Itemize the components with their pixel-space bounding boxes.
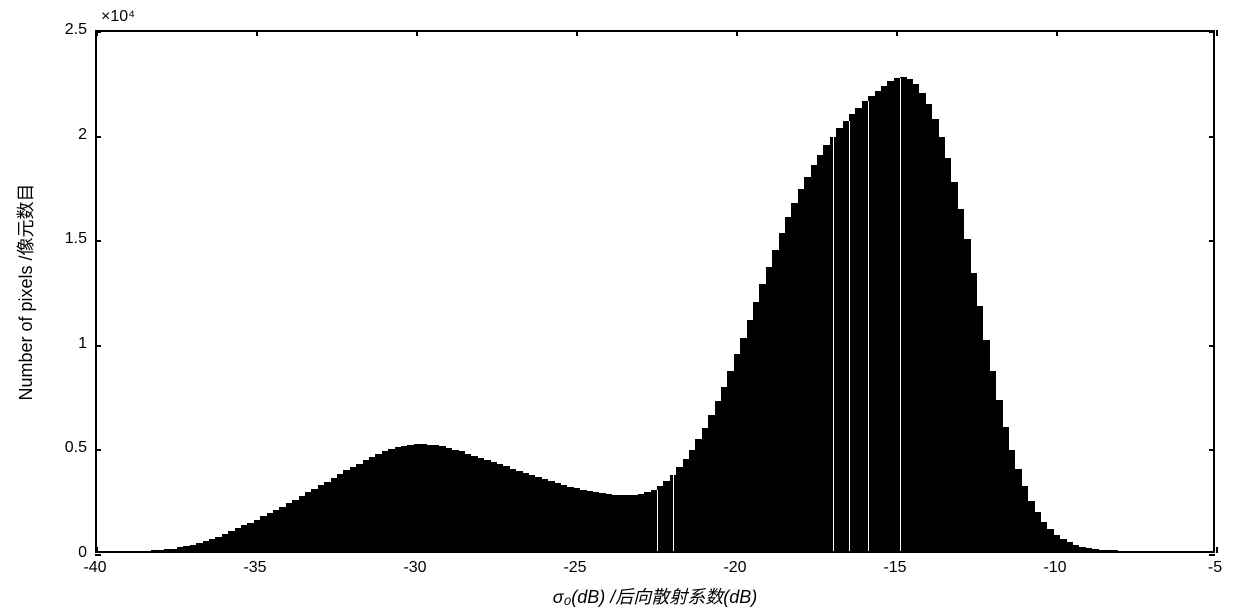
x-tick-label: -10: [1043, 559, 1066, 577]
y-tick: [95, 554, 101, 556]
x-tick: [96, 547, 98, 553]
x-axis-label: σ₀(dB) /后向散射系数(dB): [553, 583, 757, 609]
y-tick: [95, 449, 101, 451]
y-tick: [1209, 136, 1215, 138]
hairline-gap: [868, 101, 869, 551]
y-exponent: ×10⁴: [101, 8, 135, 26]
x-tick-label: -30: [403, 559, 426, 577]
y-tick-label: 1.5: [65, 230, 87, 248]
x-tick-label: -35: [243, 559, 266, 577]
x-tick: [416, 547, 418, 553]
x-tick: [416, 30, 418, 36]
x-tick: [1056, 30, 1058, 36]
y-tick: [95, 345, 101, 347]
y-tick: [95, 31, 101, 33]
x-tick: [576, 30, 578, 36]
y-tick: [95, 240, 101, 242]
x-tick-label: -5: [1208, 559, 1222, 577]
y-tick: [1209, 449, 1215, 451]
plot-area: [95, 30, 1215, 553]
x-tick: [256, 547, 258, 553]
figure: ×10⁴ σ₀(dB) /后向散射系数(dB) Number of pixels…: [0, 0, 1240, 613]
x-tick: [736, 30, 738, 36]
x-tick: [576, 547, 578, 553]
y-tick: [1209, 554, 1215, 556]
x-tick: [1056, 547, 1058, 553]
y-tick: [1209, 240, 1215, 242]
y-tick: [95, 136, 101, 138]
y-tick-label: 0.5: [65, 439, 87, 457]
y-tick: [1209, 31, 1215, 33]
x-tick-label: -20: [723, 559, 746, 577]
y-tick-label: 2: [78, 126, 87, 144]
hairline-gap: [657, 490, 658, 551]
y-tick-label: 2.5: [65, 21, 87, 39]
x-tick: [896, 30, 898, 36]
x-tick: [896, 547, 898, 553]
hairline-gap: [900, 78, 901, 551]
y-tick: [1209, 345, 1215, 347]
hairline-gap: [849, 121, 850, 551]
x-tick-label: -25: [563, 559, 586, 577]
y-tick-label: 0: [78, 544, 87, 562]
x-tick: [736, 547, 738, 553]
y-axis-label: Number of pixels /像元数目: [12, 183, 38, 400]
y-tick-label: 1: [78, 335, 87, 353]
hairline-gap: [833, 137, 834, 551]
x-tick-label: -15: [883, 559, 906, 577]
x-tick: [1216, 547, 1218, 553]
x-tick: [1216, 30, 1218, 36]
x-tick: [256, 30, 258, 36]
hairline-gap: [673, 475, 674, 551]
